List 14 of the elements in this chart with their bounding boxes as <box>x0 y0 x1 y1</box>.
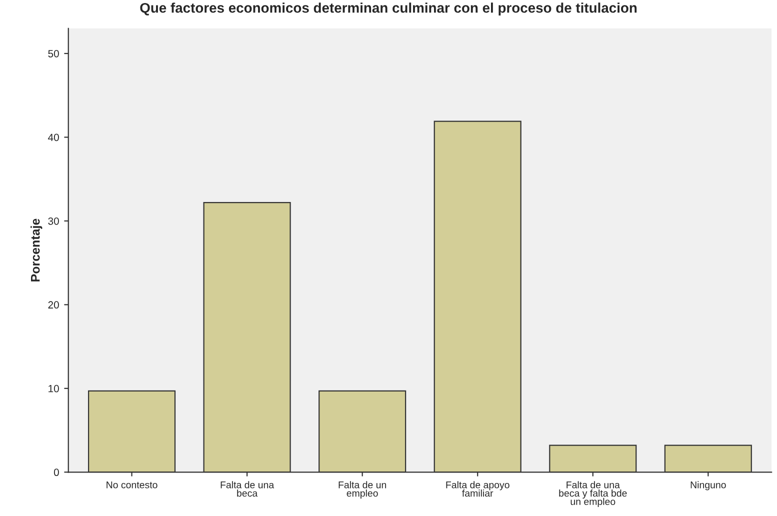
x-tick-label: Falta de una beca y falta bde un empleo <box>559 481 627 507</box>
x-tick-label: Falta de un empleo <box>338 481 386 499</box>
y-tick-label: 0 <box>54 468 59 476</box>
y-tick-label: 30 <box>48 217 59 225</box>
y-tick-label: 10 <box>48 384 59 392</box>
y-tick-label: 40 <box>48 134 59 142</box>
x-tick-label: Falta de una beca <box>220 481 274 497</box>
y-tick-label: 20 <box>48 301 59 309</box>
x-tick-label: Ninguno <box>690 481 726 490</box>
x-tick-label: Falta de apoyo familiar <box>446 481 510 497</box>
x-tick-label: No contesto <box>106 482 158 488</box>
y-axis-title: Porcentaje <box>30 218 42 282</box>
y-tick-label: 50 <box>48 50 59 58</box>
chart-title: Que factores economicos determinan culminar con el proceso de titulacion <box>140 2 637 16</box>
